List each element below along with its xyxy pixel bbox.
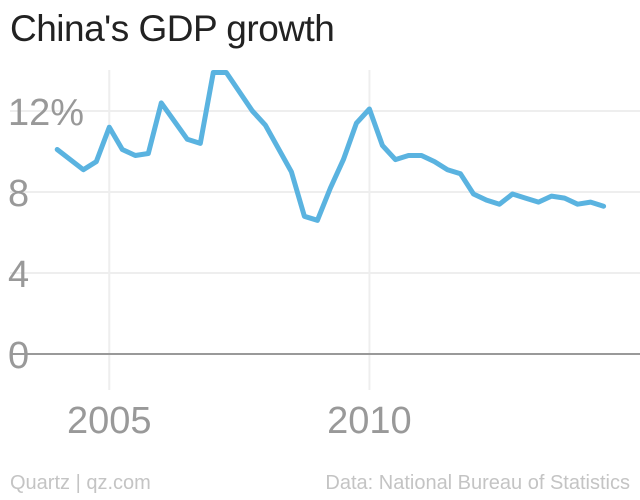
y-tick-label: 8 bbox=[8, 173, 29, 215]
footer-credit: Quartz | qz.com bbox=[10, 472, 151, 494]
chart-title: China's GDP growth bbox=[10, 8, 335, 49]
series-layer bbox=[54, 70, 607, 223]
axis-layer: 0 4 8 12% 2005 2010 bbox=[8, 92, 640, 442]
grid-layer bbox=[10, 70, 640, 390]
x-tick-label: 2010 bbox=[327, 400, 412, 442]
footer-source: Data: National Bureau of Statistics bbox=[325, 472, 630, 494]
y-tick-label: 0 bbox=[8, 335, 29, 377]
x-tick-label: 2005 bbox=[67, 400, 152, 442]
y-tick-label: 12% bbox=[8, 92, 84, 134]
y-tick-label: 4 bbox=[8, 254, 29, 296]
gdp-growth-series-line bbox=[54, 70, 607, 223]
